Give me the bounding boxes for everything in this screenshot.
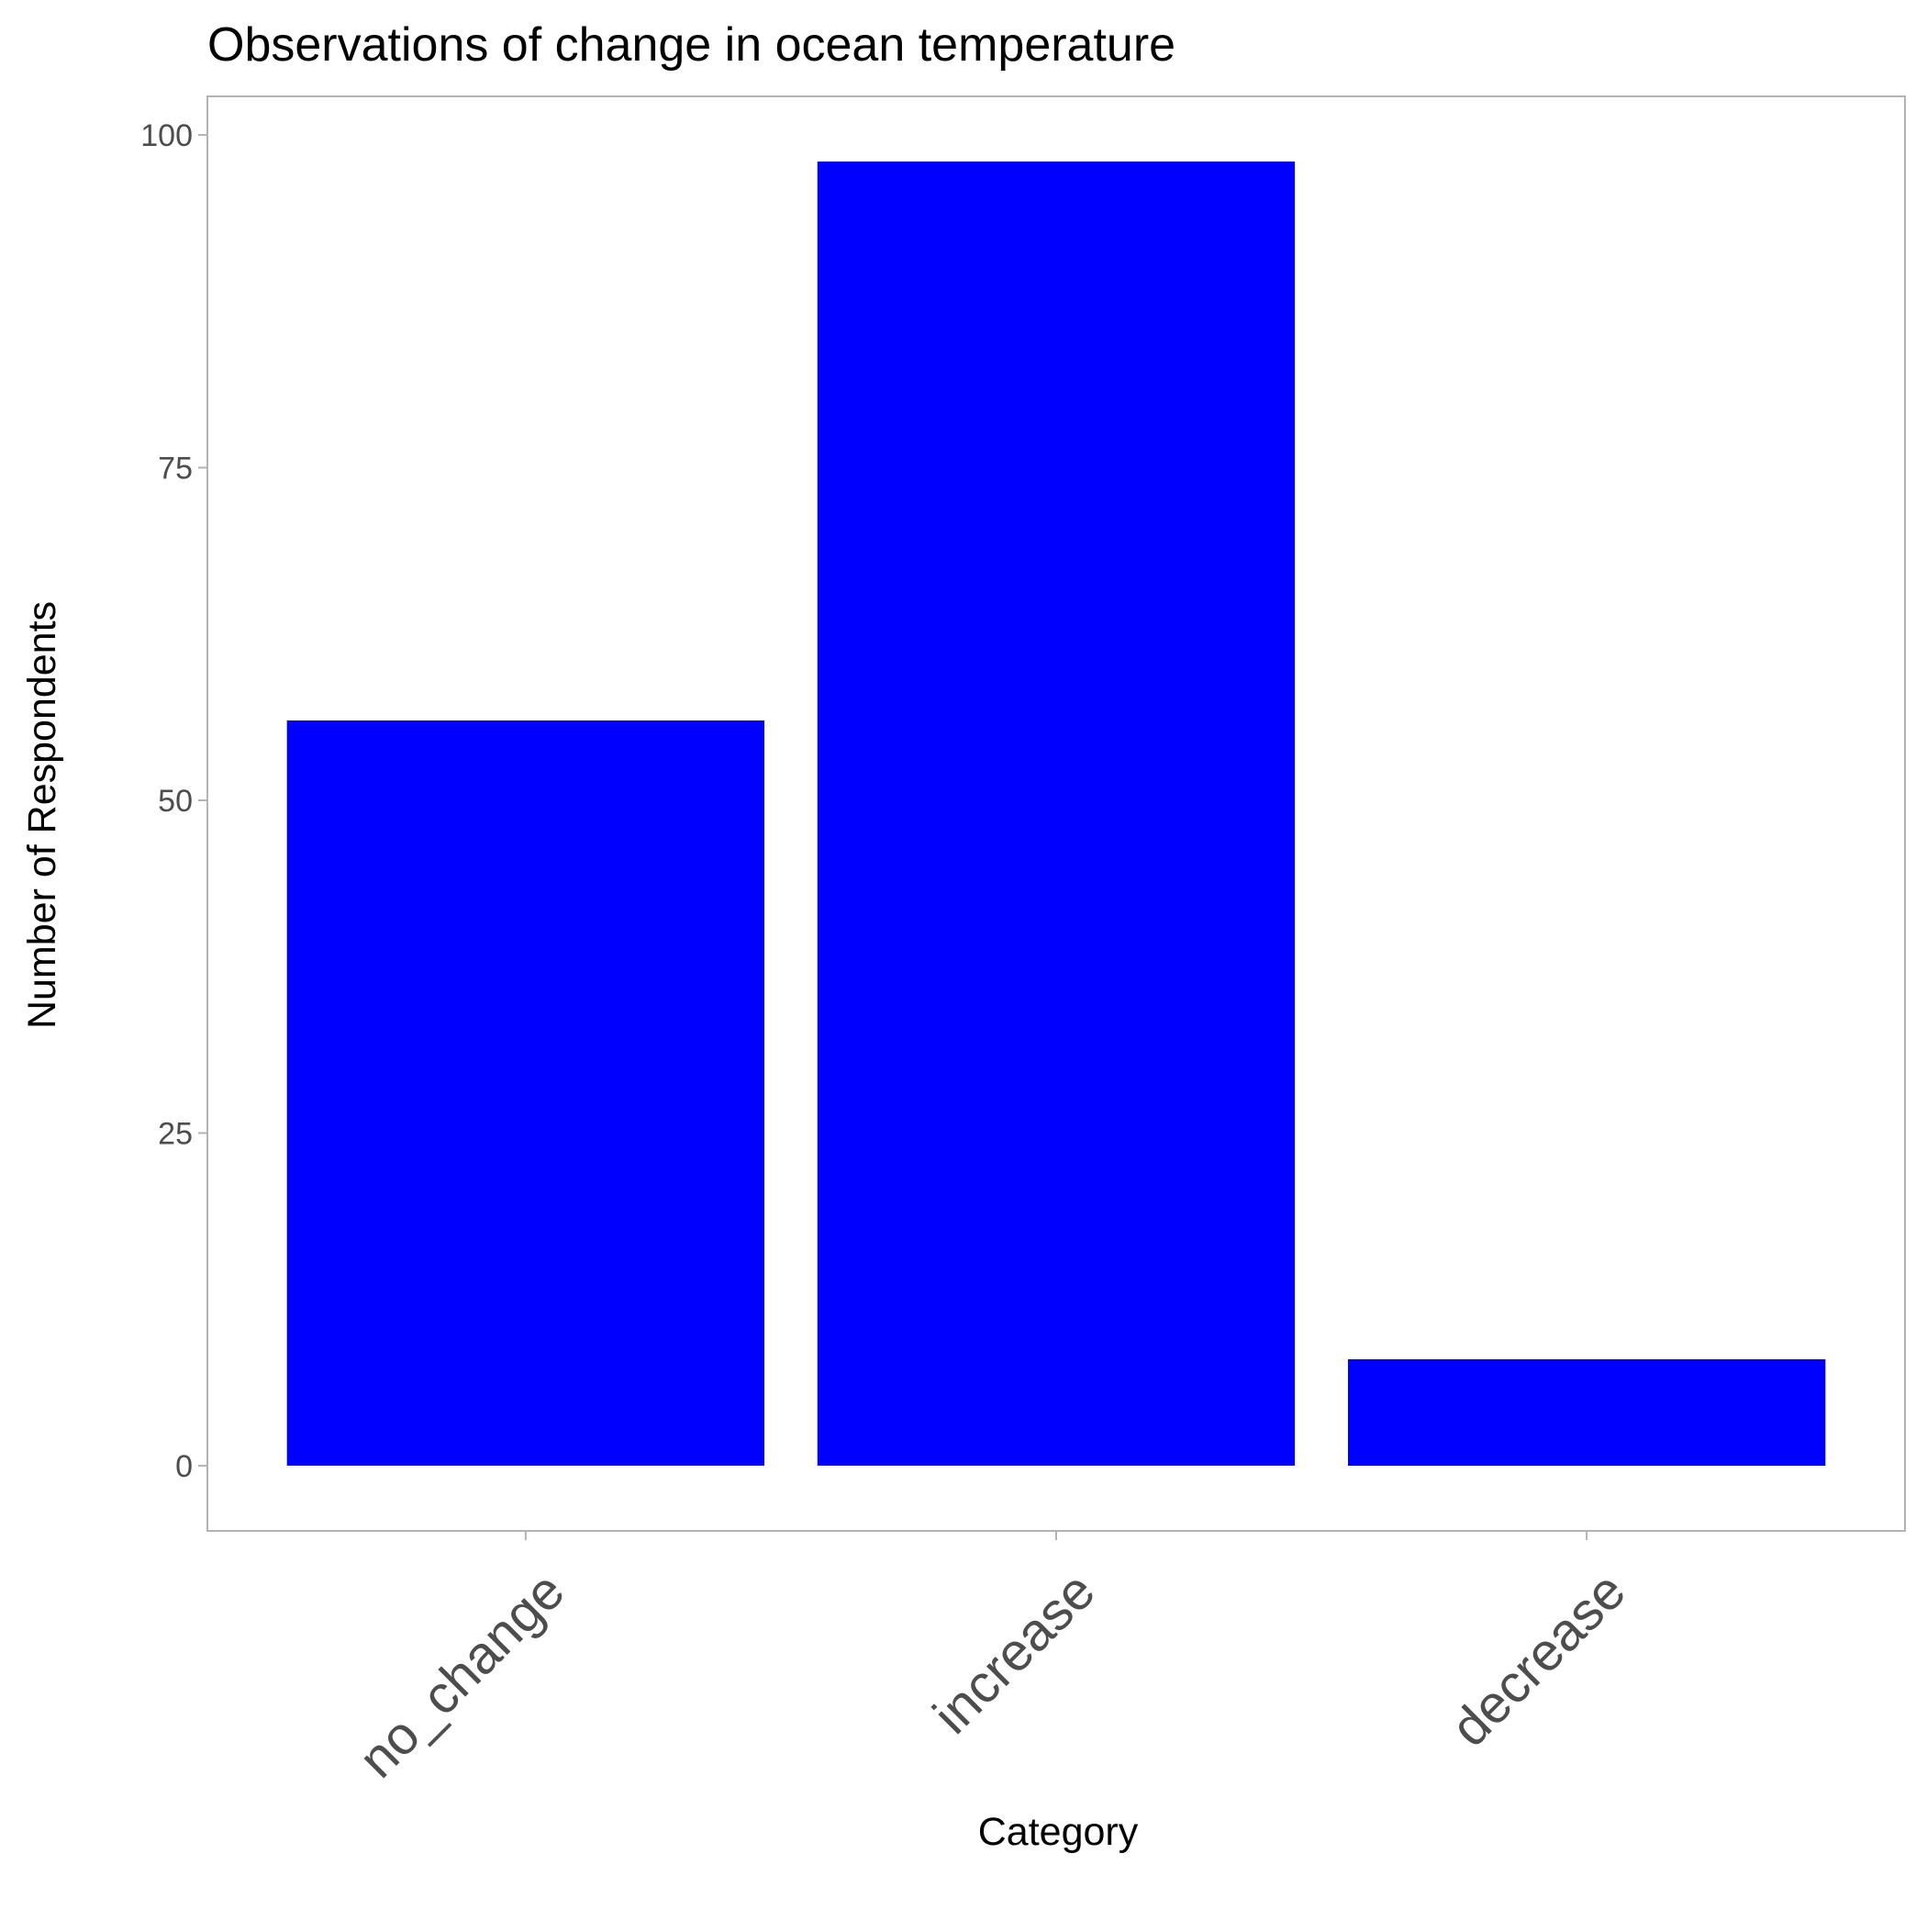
y-tick-label: 0 — [175, 1449, 193, 1484]
bar-no-change — [286, 720, 764, 1466]
bar-decrease — [1348, 1359, 1826, 1466]
y-tick-label: 75 — [158, 452, 193, 486]
x-axis-title: Category — [978, 1810, 1139, 1854]
y-tick-label: 25 — [158, 1116, 193, 1151]
y-tick-label: 50 — [158, 784, 193, 819]
y-axis-title: Number of Respondents — [20, 601, 64, 1029]
chart-title: Observations of change in ocean temperat… — [207, 18, 1175, 72]
y-tick-label: 100 — [140, 118, 193, 153]
bar-increase — [817, 162, 1296, 1466]
